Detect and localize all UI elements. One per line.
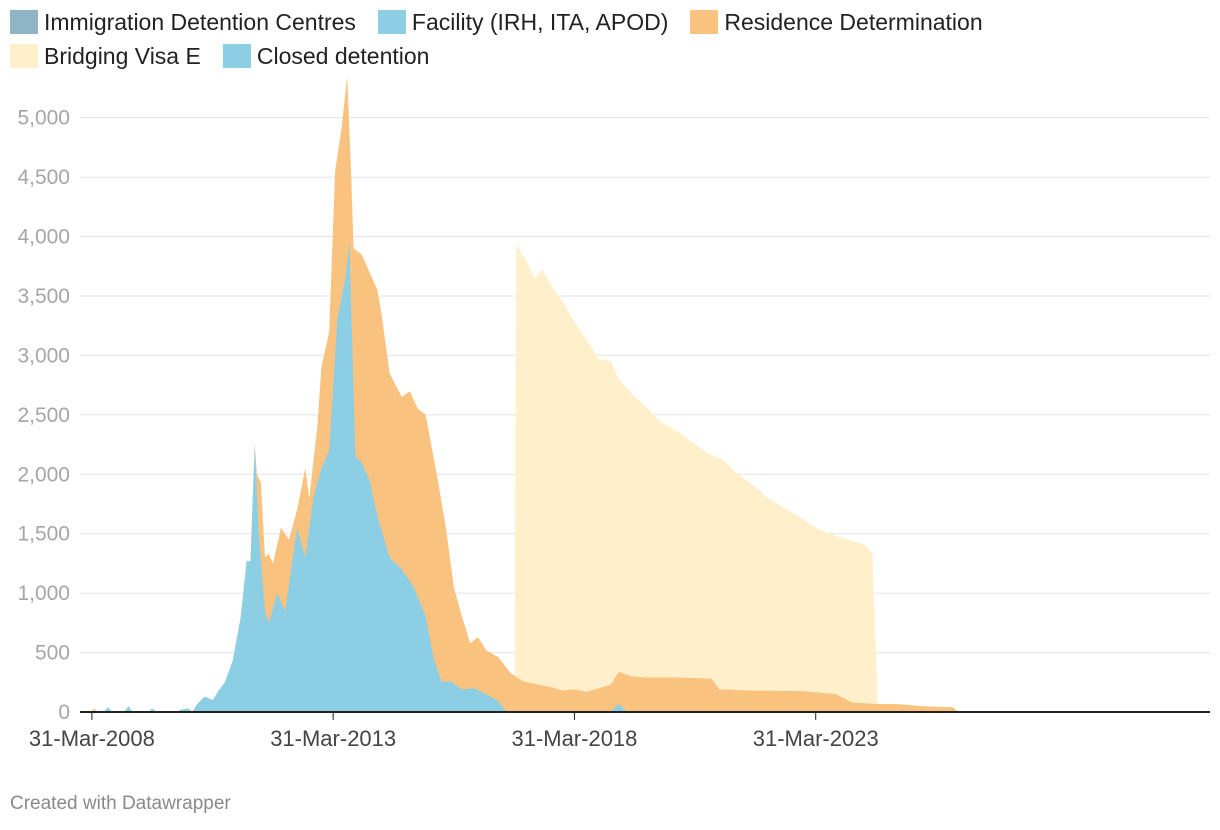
legend-label: Facility (IRH, ITA, APOD)	[411, 8, 669, 35]
y-tick-label: 1,500	[17, 523, 70, 546]
x-tick-label: 31-Mar-2018	[511, 726, 637, 751]
legend: Immigration Detention Centres Facility (…	[10, 8, 1215, 69]
legend-item-facility: Facility (IRH, ITA, APOD)	[377, 8, 669, 35]
legend-swatch	[690, 10, 719, 34]
x-tick-label: 31-Mar-2023	[753, 726, 879, 751]
legend-label: Closed detention	[256, 42, 430, 69]
legend-swatch	[222, 44, 251, 68]
footer-credit: Created with Datawrapper	[10, 793, 231, 814]
y-tick-label: 2,500	[17, 404, 70, 427]
y-tick-label: 1,000	[17, 582, 70, 605]
legend-item-residence-determination: Residence Determination	[690, 8, 983, 35]
axes: 0 500 1,000 1,500 2,000 2,500 3,000 3,500 4,000 4…	[17, 107, 1210, 751]
legend-label: Immigration Detention Centres	[44, 8, 356, 35]
y-tick-label: 4,000	[17, 226, 70, 249]
legend-swatch	[10, 44, 38, 68]
y-tick-label: 0	[58, 701, 70, 724]
legend-swatch	[10, 10, 38, 34]
y-tick-label: 3,000	[17, 344, 70, 367]
area-series-closed-detention	[80, 242, 1210, 712]
chart-areas	[80, 76, 1210, 713]
y-tick-label: 4,500	[17, 166, 70, 189]
y-tick-label: 3,500	[17, 285, 70, 308]
legend-item-immigration-detention-centres: Immigration Detention Centres	[10, 8, 356, 35]
x-tick-label: 31-Mar-2008	[29, 726, 155, 751]
y-tick-label: 500	[35, 642, 70, 665]
area-series-bridging-visa-e	[514, 244, 879, 713]
legend-swatch	[377, 10, 406, 34]
legend-item-closed-detention: Closed detention	[222, 42, 430, 69]
legend-label: Residence Determination	[724, 8, 983, 35]
y-tick-label: 2,000	[17, 463, 70, 486]
legend-label: Bridging Visa E	[44, 42, 201, 69]
legend-item-bridging-visa-e: Bridging Visa E	[10, 42, 201, 69]
x-tick-label: 31-Mar-2013	[270, 726, 396, 751]
y-tick-label: 5,000	[17, 107, 70, 130]
